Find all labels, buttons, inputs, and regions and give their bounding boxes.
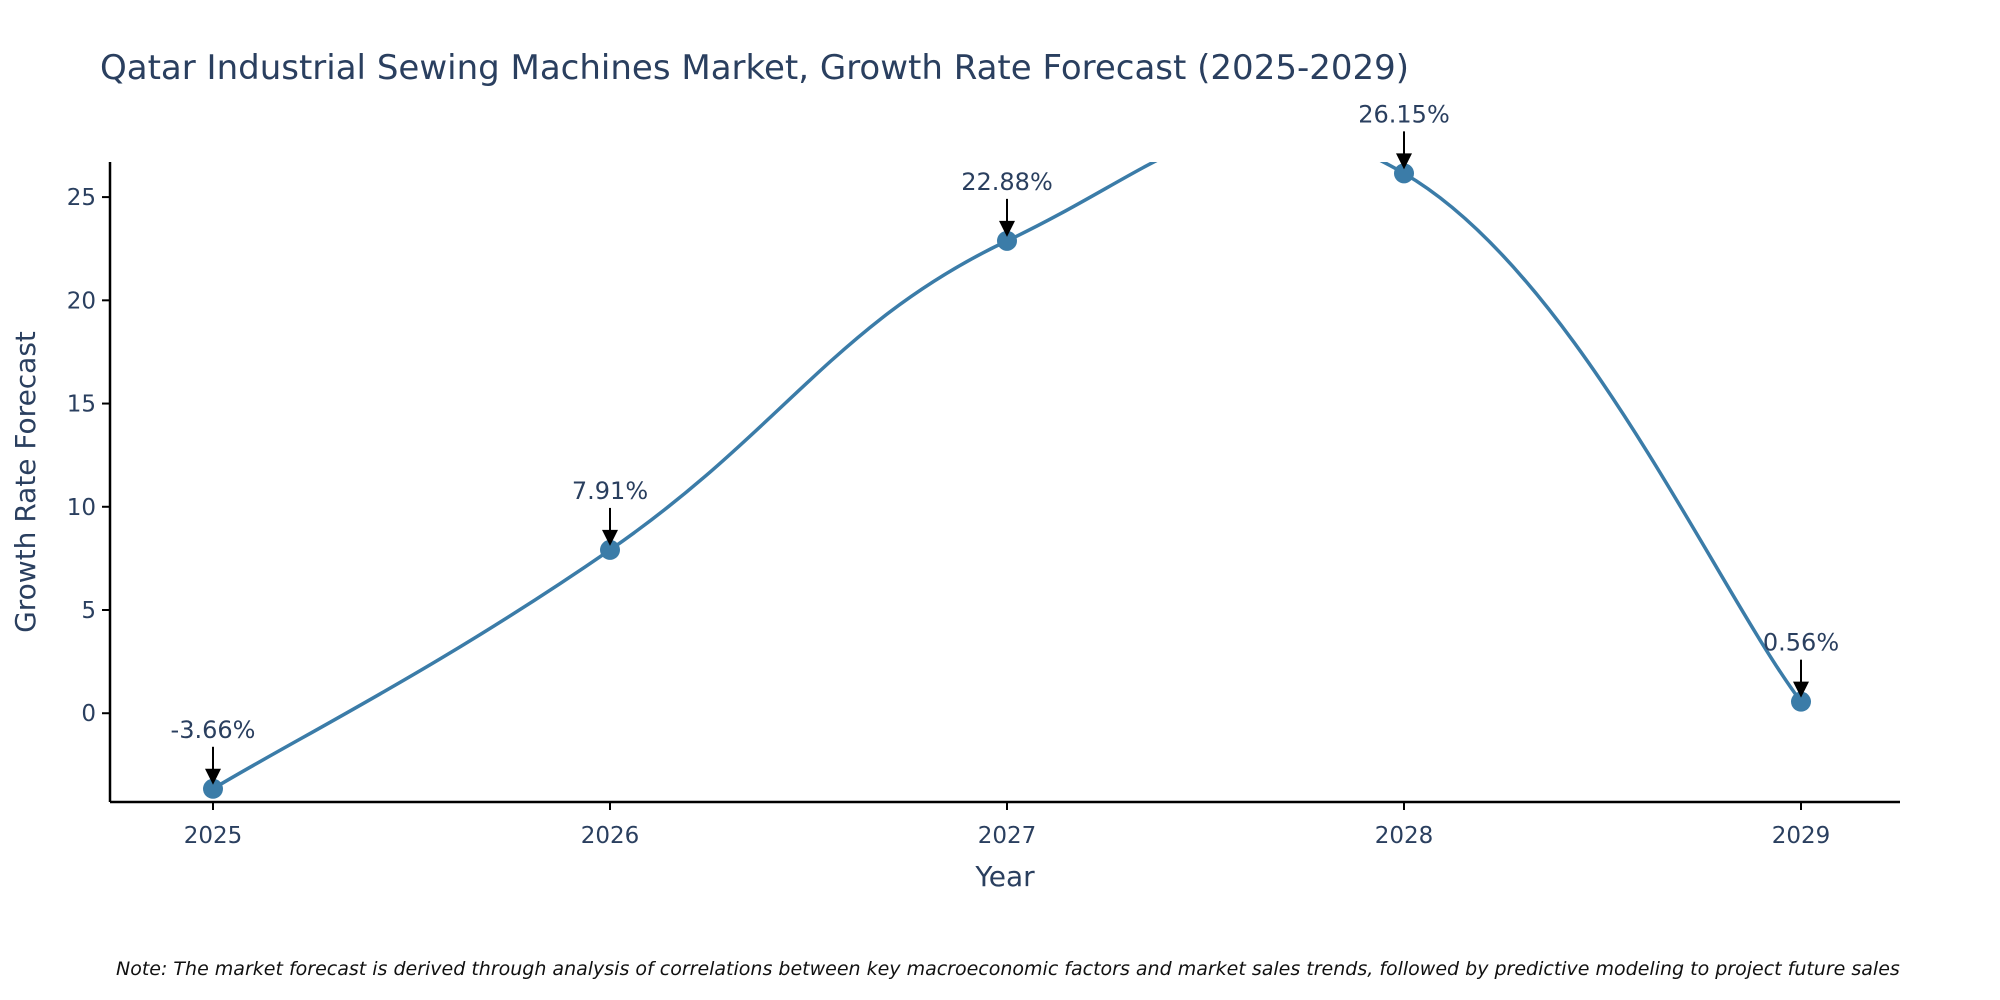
annotation-arrow-head [1396, 153, 1412, 170]
y-tick-label: 0 [81, 701, 96, 727]
y-tick-label: 20 [67, 288, 96, 314]
data-label: 22.88% [961, 168, 1053, 196]
data-points [203, 163, 1811, 799]
data-label: 0.56% [1763, 629, 1839, 657]
y-tick-label: 5 [81, 598, 96, 624]
x-axis-ticks: 2025 2026 2027 2028 2029 [184, 802, 1831, 849]
annotation-arrow-head [1793, 681, 1809, 698]
growth-rate-line [212, 162, 1803, 791]
chart-title: Qatar Industrial Sewing Machines Market,… [100, 48, 1409, 88]
x-tick-label: 2029 [1772, 823, 1831, 849]
data-label: 7.91% [572, 477, 648, 505]
data-point [600, 539, 620, 560]
data-point [997, 230, 1017, 251]
data-label: -3.66% [171, 716, 256, 744]
annotation-arrow-head [602, 529, 618, 546]
data-point [1394, 163, 1414, 184]
annotation-arrow-head [999, 220, 1015, 237]
annotation-arrow-head [205, 768, 221, 785]
y-axis-title: Growth Rate Forecast [9, 331, 42, 633]
x-tick-label: 2027 [978, 823, 1037, 849]
y-tick-label: 15 [67, 392, 96, 418]
x-axis-title: Year [974, 860, 1035, 893]
footnote: Note: The market forecast is derived thr… [116, 958, 1900, 980]
x-tick-label: 2025 [184, 823, 243, 849]
y-tick-label: 25 [67, 185, 96, 211]
x-tick-label: 2028 [1375, 823, 1434, 849]
data-label: 26.15% [1358, 100, 1450, 128]
y-tick-label: 10 [67, 495, 96, 521]
x-tick-label: 2026 [581, 823, 640, 849]
data-annotations: -3.66% 7.91% 22.88% 26.15% 0.56% [171, 100, 1839, 785]
y-axis-ticks: 0 5 10 15 20 25 [67, 185, 110, 727]
data-point [203, 778, 223, 799]
data-point [1791, 691, 1811, 712]
